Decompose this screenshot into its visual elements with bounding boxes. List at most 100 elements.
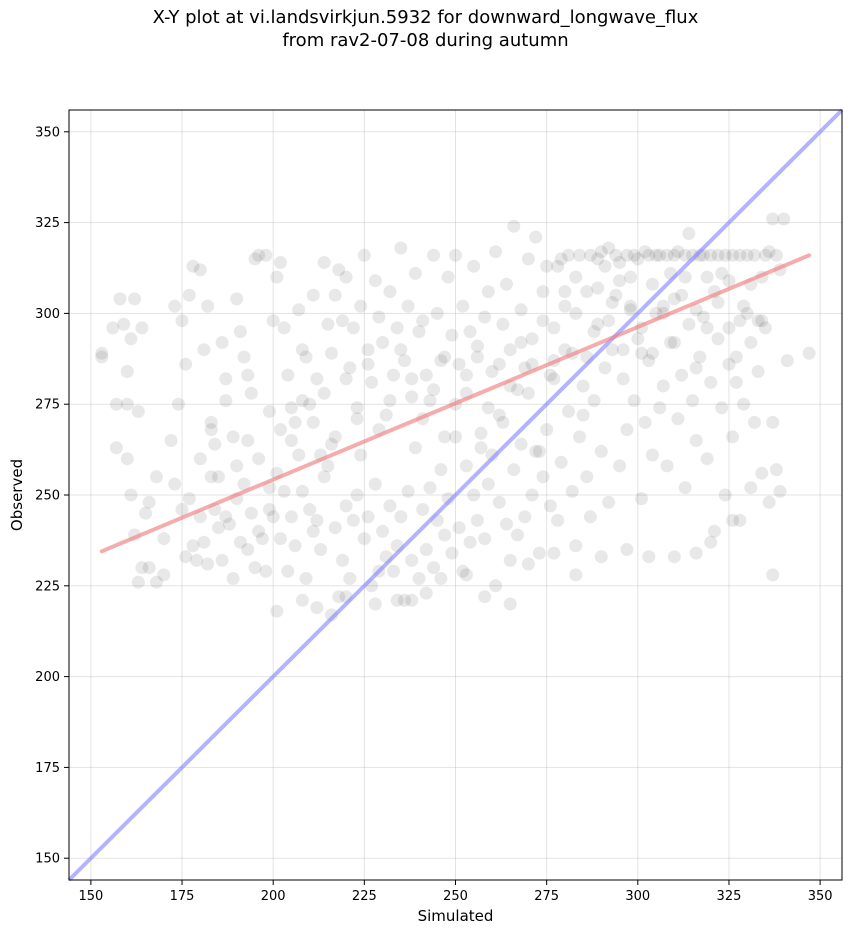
data-point bbox=[481, 477, 495, 491]
data-point bbox=[598, 259, 612, 273]
data-point bbox=[740, 248, 754, 262]
data-point bbox=[722, 274, 736, 288]
data-point bbox=[427, 383, 441, 397]
data-point bbox=[562, 405, 575, 418]
data-point bbox=[558, 285, 572, 299]
data-point bbox=[354, 448, 368, 462]
data-point bbox=[565, 484, 579, 498]
data-point bbox=[489, 579, 503, 593]
data-point bbox=[704, 375, 718, 389]
data-point bbox=[186, 259, 200, 273]
data-point bbox=[769, 463, 783, 477]
data-point bbox=[438, 350, 452, 364]
data-point bbox=[383, 499, 397, 513]
data-point bbox=[624, 270, 637, 284]
data-point bbox=[412, 325, 426, 339]
data-point bbox=[423, 394, 437, 408]
data-point bbox=[748, 415, 761, 429]
data-point bbox=[536, 470, 550, 484]
data-point bbox=[609, 248, 623, 262]
data-point bbox=[536, 314, 550, 328]
data-point bbox=[474, 441, 488, 455]
data-point bbox=[496, 317, 510, 331]
y-axis: 150 175 200 225 250 275 300 325 350 bbox=[35, 125, 69, 867]
data-point bbox=[168, 299, 182, 313]
x-axis-label: Simulated bbox=[418, 907, 494, 925]
data-point bbox=[536, 285, 550, 299]
data-point bbox=[569, 568, 583, 582]
data-point bbox=[215, 553, 229, 567]
data-point bbox=[726, 513, 740, 527]
data-point bbox=[562, 248, 575, 262]
data-point bbox=[186, 539, 200, 553]
data-point bbox=[587, 394, 601, 408]
data-point bbox=[576, 408, 590, 422]
data-point bbox=[656, 299, 670, 313]
data-point bbox=[120, 397, 134, 411]
data-point bbox=[365, 375, 379, 389]
x-tick-label: 275 bbox=[534, 889, 559, 904]
data-point bbox=[554, 252, 568, 266]
data-point bbox=[295, 593, 309, 607]
data-point bbox=[653, 248, 667, 262]
data-point bbox=[470, 350, 484, 364]
data-point bbox=[131, 405, 145, 418]
data-point bbox=[445, 328, 459, 342]
data-point bbox=[456, 564, 470, 578]
data-point bbox=[547, 546, 561, 560]
data-point bbox=[270, 270, 284, 284]
data-point bbox=[653, 401, 667, 415]
data-point bbox=[645, 277, 659, 291]
data-point bbox=[521, 386, 535, 400]
data-point bbox=[463, 325, 477, 339]
data-point bbox=[109, 441, 123, 455]
y-axis-label: Observed bbox=[8, 459, 26, 531]
data-point bbox=[463, 535, 477, 549]
data-point bbox=[478, 310, 492, 324]
data-point bbox=[405, 553, 419, 567]
data-point bbox=[762, 245, 776, 259]
data-point bbox=[492, 495, 506, 509]
data-point bbox=[751, 314, 765, 328]
data-point bbox=[594, 245, 608, 259]
data-point bbox=[230, 292, 244, 306]
data-point bbox=[168, 477, 182, 491]
data-point bbox=[321, 317, 335, 331]
data-point bbox=[664, 336, 678, 349]
data-point bbox=[343, 361, 357, 375]
data-point bbox=[310, 601, 324, 615]
data-point bbox=[569, 270, 583, 284]
data-point bbox=[109, 397, 123, 411]
data-point bbox=[361, 343, 375, 357]
data-point bbox=[361, 510, 375, 524]
data-point bbox=[598, 361, 612, 375]
data-point bbox=[259, 564, 273, 578]
data-point bbox=[580, 285, 594, 299]
data-point bbox=[481, 401, 495, 415]
data-point bbox=[758, 248, 772, 262]
data-point bbox=[376, 336, 390, 349]
data-point bbox=[277, 321, 291, 335]
data-point bbox=[518, 510, 532, 524]
data-point bbox=[671, 412, 685, 426]
data-point bbox=[726, 430, 740, 444]
data-point bbox=[591, 317, 605, 331]
data-point bbox=[660, 459, 674, 473]
data-point bbox=[427, 561, 441, 575]
data-point bbox=[474, 426, 488, 440]
data-point bbox=[288, 415, 302, 429]
data-point bbox=[467, 488, 481, 502]
data-point bbox=[281, 564, 295, 578]
data-point bbox=[671, 245, 685, 259]
data-point bbox=[547, 372, 561, 386]
data-point bbox=[390, 321, 404, 335]
data-point bbox=[594, 550, 608, 564]
data-point bbox=[507, 463, 521, 477]
data-point bbox=[532, 444, 546, 458]
data-point bbox=[496, 415, 510, 429]
data-point bbox=[554, 455, 568, 469]
data-point bbox=[383, 285, 397, 299]
chart-title: X-Y plot at vi.landsvirkjun.5932 for dow… bbox=[0, 6, 851, 52]
data-point bbox=[569, 539, 583, 553]
